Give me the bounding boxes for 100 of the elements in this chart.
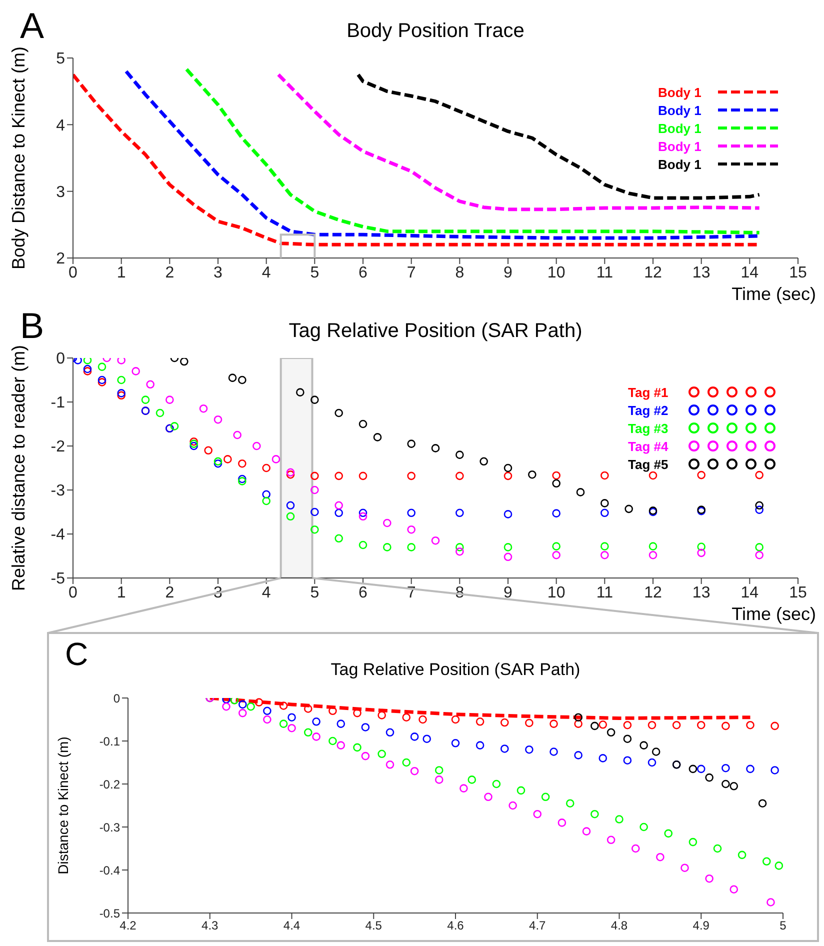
point [310,508,319,516]
point [328,736,337,746]
point [286,512,295,521]
point [407,525,416,534]
point [500,718,509,727]
point [746,720,754,730]
point [550,748,558,756]
point [334,501,343,510]
x-tick-label: 9 [504,584,513,602]
point [222,702,230,711]
x-tick-label: 7 [406,264,416,282]
point [755,501,764,510]
point [431,444,440,452]
point [566,799,574,808]
point [190,440,198,448]
point [722,722,730,730]
y-tick-label: 3 [56,184,66,202]
x-tick-label: 1 [116,264,126,282]
y-axis-title: Body Distance to Kinect (m) [8,46,28,270]
legend-label: Tag #1 [628,384,670,400]
point [755,506,764,514]
point [648,542,658,550]
point [476,718,484,726]
point [98,362,106,371]
y-tick-label: 5 [56,50,66,68]
legend-label: Body 1 [658,84,702,100]
point [697,548,706,558]
point [640,822,648,832]
point [386,760,394,769]
point [238,376,246,384]
point [83,358,92,364]
point [166,396,174,404]
point [460,784,468,792]
point [648,758,656,767]
x-tick-label: 6 [358,584,368,602]
point [600,550,609,560]
point [623,720,632,730]
point [238,700,247,709]
point [252,442,261,450]
point [516,786,526,795]
point [310,525,319,534]
point [262,490,270,499]
point [492,780,501,788]
point [456,508,464,518]
y-tick-label: 2 [56,250,66,268]
point [336,720,346,728]
point [484,792,492,802]
point [422,734,431,743]
point [696,720,706,730]
text: B [20,305,44,346]
x-tick-label: 4.3 [202,918,219,933]
point [600,499,609,508]
point [697,542,706,551]
point [600,508,609,518]
point [407,543,416,552]
point [190,442,198,450]
point [696,764,706,774]
point [146,380,154,389]
point [180,358,188,366]
point [358,508,368,518]
point [288,724,296,732]
point [552,471,560,480]
point [730,782,738,790]
x-tick-label: 4.6 [447,918,464,933]
point [418,715,427,724]
point [525,745,534,754]
x-tick-label: 3 [214,264,223,282]
point [648,550,658,560]
point [199,404,208,413]
text: C [65,636,88,672]
point [722,764,730,772]
point [705,773,714,782]
point [697,470,706,480]
point [312,732,320,741]
point [755,543,764,552]
point [590,810,599,818]
point [353,743,362,752]
x-tick-label: 4 [262,584,271,602]
point [373,433,382,442]
point [402,758,411,767]
point [378,750,386,758]
point [456,472,464,480]
point [770,722,779,730]
x-tick-label: 0 [68,584,78,602]
point [254,698,264,706]
point [304,704,312,713]
chart-title: Tag Relative Position (SAR Path) [330,660,582,680]
x-tick-label: 13 [692,584,710,602]
point [83,364,92,374]
point [456,543,464,552]
point [288,713,296,722]
legend-label: Body 1 [658,156,702,172]
x-tick-label: 8 [455,264,464,282]
point [262,464,270,472]
point [296,388,304,396]
point [656,852,664,862]
point [525,718,534,728]
x-tick-label: 5 [310,264,320,282]
point [552,542,560,550]
point [451,715,460,724]
